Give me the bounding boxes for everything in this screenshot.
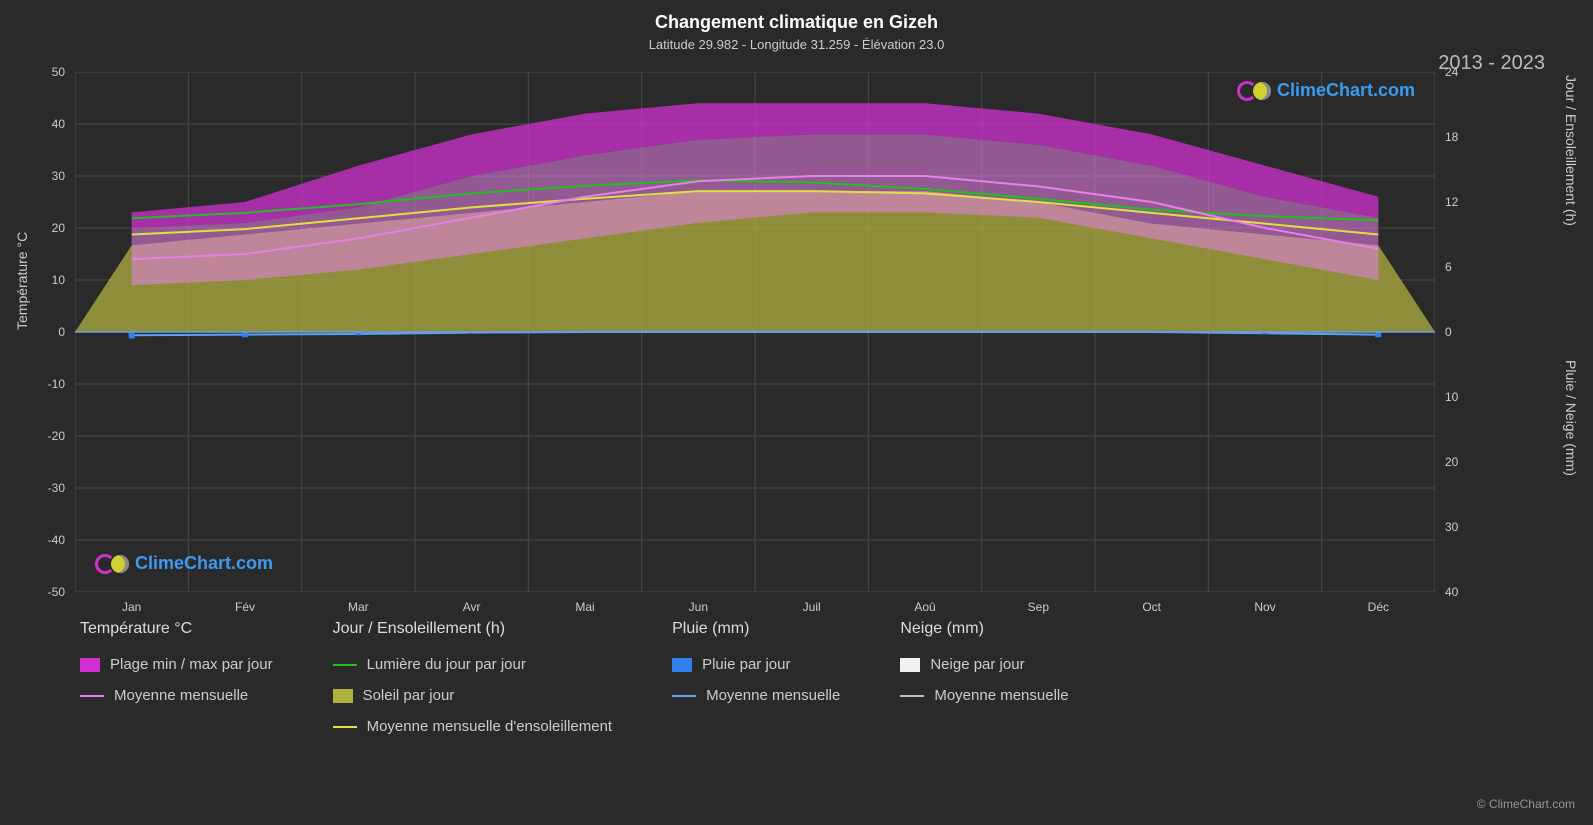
legend-column: Neige (mm) Neige par jour Moyenne mensuell… [900,620,1068,735]
legend-label: Moyenne mensuelle [114,687,248,704]
legend-label: Pluie par jour [702,656,790,673]
legend-item: Pluie par jour [672,656,840,673]
legend-column: Température °C Plage min / max par jour Mo… [80,620,273,735]
y-right-bottom-tick: 20 [1445,455,1485,469]
chart-svg [75,72,1435,592]
watermark-bottom: ClimeChart.com [95,553,273,574]
y-right-bottom-axis-label: Pluie / Neige (mm) [1563,360,1579,476]
x-month-tick: Fév [195,600,295,614]
legend-swatch-icon [900,658,920,672]
y-right-bottom-tick: 40 [1445,585,1485,599]
x-month-tick: Jan [82,600,182,614]
legend-line-icon [80,695,104,697]
y-left-tick: 10 [25,273,65,287]
legend-item: Moyenne mensuelle [80,687,273,704]
legend-line-icon [900,695,924,697]
x-month-tick: Mar [308,600,408,614]
x-month-tick: Mai [535,600,635,614]
legend-line-icon [333,664,357,666]
y-left-tick: -40 [25,533,65,547]
y-right-bottom-tick: 30 [1445,520,1485,534]
y-right-top-tick: 12 [1445,195,1485,209]
y-left-tick: 40 [25,117,65,131]
legend-swatch-icon [80,658,100,672]
x-month-tick: Juil [762,600,862,614]
x-month-tick: Déc [1328,600,1428,614]
x-month-tick: Aoû [875,600,975,614]
legend-column: Pluie (mm) Pluie par jour Moyenne mensuell… [672,620,840,735]
legend-header: Température °C [80,620,273,638]
legend-header: Jour / Ensoleillement (h) [333,620,613,638]
logo-sun-icon [111,555,129,573]
legend-line-icon [672,695,696,697]
legend-item: Neige par jour [900,656,1068,673]
legend-label: Moyenne mensuelle [934,687,1068,704]
x-month-tick: Sep [988,600,1088,614]
y-right-bottom-tick: 10 [1445,390,1485,404]
y-left-tick: 50 [25,65,65,79]
y-left-tick: -20 [25,429,65,443]
climate-chart: Changement climatique en Gizeh Latitude … [0,0,1593,825]
x-month-tick: Nov [1215,600,1315,614]
plot-area: ClimeChart.com ClimeChart.com -50-40-30-… [75,72,1435,592]
watermark-text: ClimeChart.com [135,553,273,574]
legend-label: Plage min / max par jour [110,656,273,673]
legend-item: Moyenne mensuelle [900,687,1068,704]
legend-item: Plage min / max par jour [80,656,273,673]
legend-item: Moyenne mensuelle d'ensoleillement [333,718,613,735]
legend-item: Moyenne mensuelle [672,687,840,704]
x-month-tick: Jun [648,600,748,614]
y-left-tick: 20 [25,221,65,235]
y-right-top-tick: 6 [1445,260,1485,274]
legend-column: Jour / Ensoleillement (h) Lumière du jour… [333,620,613,735]
legend-item: Lumière du jour par jour [333,656,613,673]
legend-line-icon [333,726,357,728]
watermark-top: ClimeChart.com [1237,80,1415,101]
x-month-tick: Oct [1102,600,1202,614]
legend-swatch-icon [333,689,353,703]
chart-title: Changement climatique en Gizeh [0,0,1593,33]
legend-swatch-icon [672,658,692,672]
y-right-top-tick: 24 [1445,65,1485,79]
legend: Température °C Plage min / max par jour Mo… [80,620,1520,735]
y-right-top-axis-label: Jour / Ensoleillement (h) [1563,75,1579,226]
watermark-text: ClimeChart.com [1277,80,1415,101]
y-left-tick: 0 [25,325,65,339]
y-right-top-tick: 0 [1445,325,1485,339]
y-right-top-tick: 18 [1445,130,1485,144]
y-left-tick: -30 [25,481,65,495]
chart-subtitle: Latitude 29.982 - Longitude 31.259 - Élé… [0,33,1593,52]
x-month-tick: Avr [422,600,522,614]
y-left-tick: -10 [25,377,65,391]
y-left-tick: 30 [25,169,65,183]
legend-label: Soleil par jour [363,687,455,704]
legend-label: Lumière du jour par jour [367,656,526,673]
copyright: © ClimeChart.com [1477,797,1575,811]
y-left-tick: -50 [25,585,65,599]
legend-label: Moyenne mensuelle [706,687,840,704]
legend-header: Neige (mm) [900,620,1068,638]
legend-label: Moyenne mensuelle d'ensoleillement [367,718,613,735]
legend-label: Neige par jour [930,656,1024,673]
legend-item: Soleil par jour [333,687,613,704]
logo-sun-icon [1253,82,1271,100]
legend-header: Pluie (mm) [672,620,840,638]
